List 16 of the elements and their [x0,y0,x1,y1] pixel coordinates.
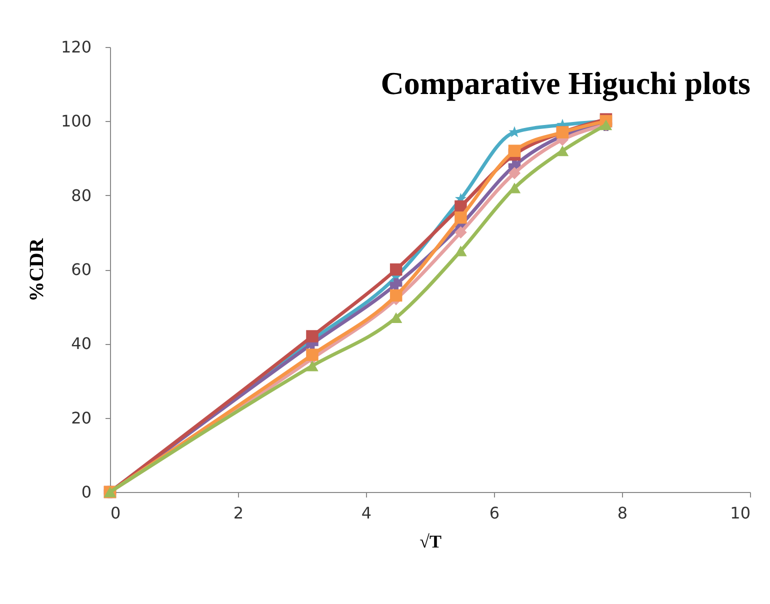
y-tick-label: 60 [71,260,92,279]
x-tick-label: 2 [233,504,244,522]
x-tick-label: 8 [617,504,628,522]
y-tick-label: 80 [71,186,92,205]
x-tick-label: 6 [489,504,500,522]
y-tick-label: 20 [71,408,92,428]
y-tick-label: 0 [81,482,92,502]
y-tick-label: 120 [60,38,92,56]
x-axis-title: √T [420,532,442,552]
y-axis-title: %CDR [26,238,48,302]
text: Comparative Higuchi plots [380,65,750,102]
x-tick-label: 0 [110,504,121,522]
y-tick-label: 100 [60,112,92,131]
x-tick-label: 10 [730,504,750,522]
x-tick-label: 4 [361,504,372,522]
y-tick-label: 40 [71,334,92,354]
